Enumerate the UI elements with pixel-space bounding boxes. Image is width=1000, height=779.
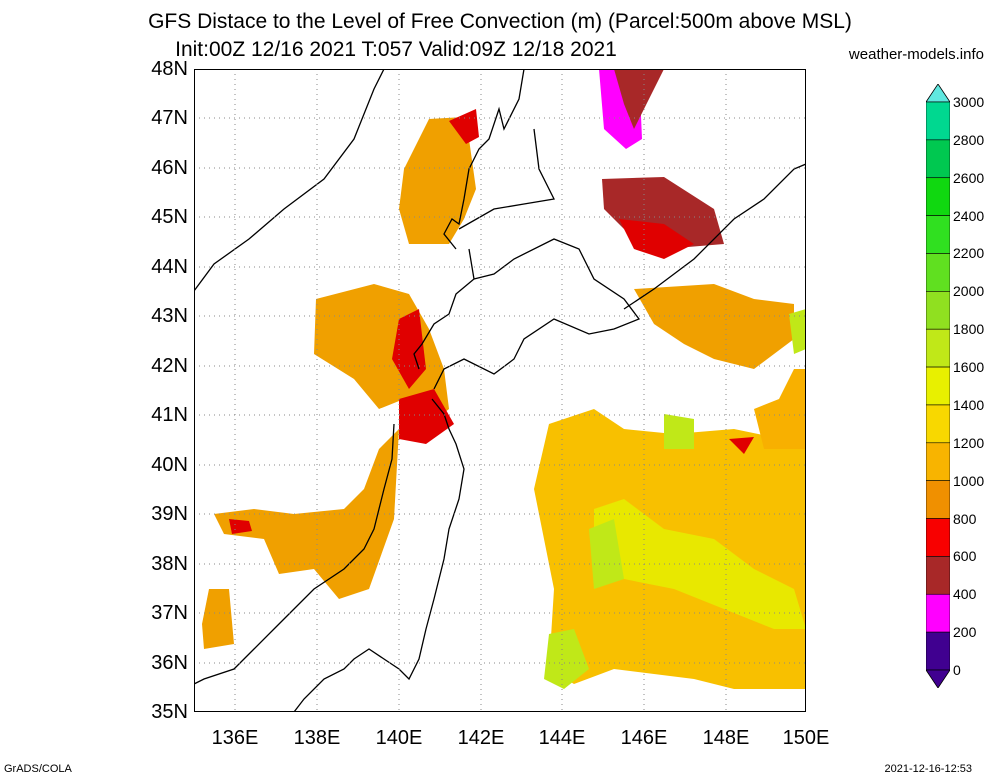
colorbar-label: 2800 — [953, 131, 985, 148]
lat-label: 46N — [151, 157, 188, 179]
colorbar-cell — [926, 215, 950, 254]
map-title-line2: Init:00Z 12/16 2021 T:057 Valid:09Z 12/1… — [175, 38, 617, 61]
lon-label: 144E — [538, 727, 586, 749]
colorbar-bottom-arrow — [926, 669, 950, 688]
footer-right: 2021-12-16-12:53 — [884, 763, 972, 775]
map-title-line1: GFS Distace to the Level of Free Convect… — [148, 10, 852, 33]
colorbar-label: 400 — [953, 586, 977, 603]
colorbar-cell — [926, 404, 950, 444]
colorbar-label: 2600 — [953, 169, 985, 186]
colorbar-cell — [926, 556, 950, 595]
colorbar-cell — [926, 518, 950, 557]
colorbar-cell — [926, 253, 950, 292]
colorbar-label: 600 — [953, 548, 977, 565]
colorbar-label: 2200 — [953, 245, 985, 262]
lon-label: 146E — [620, 727, 668, 749]
colorbar-cell — [926, 631, 950, 671]
lat-label: 42N — [151, 355, 188, 377]
colorbar — [926, 84, 950, 688]
map-panel — [194, 69, 806, 712]
field-shading — [202, 69, 806, 689]
map-frame — [194, 69, 806, 712]
lon-label: 142E — [457, 727, 505, 749]
colorbar-cell — [926, 177, 950, 216]
lat-label: 39N — [151, 503, 188, 525]
colorbar-cell — [926, 291, 950, 330]
colorbar-cell — [926, 593, 950, 633]
lat-label: 45N — [151, 206, 188, 228]
lon-label: 138E — [293, 727, 341, 749]
footer-left: GrADS/COLA — [4, 763, 72, 775]
colorbar-cell — [926, 480, 950, 519]
lat-label: 37N — [151, 602, 188, 624]
lat-label: 43N — [151, 305, 188, 327]
lat-label: 41N — [151, 404, 188, 426]
lat-label: 47N — [151, 107, 188, 129]
lon-label: 148E — [702, 727, 750, 749]
map-canvas — [194, 69, 806, 712]
lat-label: 44N — [151, 256, 188, 278]
lat-label: 35N — [151, 701, 188, 723]
colorbar-label: 0 — [953, 662, 961, 678]
colorbar-cell — [926, 101, 950, 141]
lon-label: 136E — [211, 727, 259, 749]
colorbar-label: 1400 — [953, 396, 985, 413]
lat-label: 38N — [151, 553, 188, 575]
lat-label: 48N — [151, 58, 188, 80]
colorbar-label: 800 — [953, 510, 977, 527]
colorbar-cell — [926, 442, 950, 481]
lat-lon-grid — [194, 69, 806, 712]
colorbar-cell — [926, 366, 950, 406]
colorbar-label: 2400 — [953, 207, 985, 224]
colorbar-label: 3000 — [953, 94, 985, 110]
colorbar-top-arrow — [926, 84, 950, 103]
coastlines — [194, 69, 806, 712]
colorbar-label: 1000 — [953, 472, 985, 489]
colorbar-label: 200 — [953, 624, 977, 641]
colorbar-label: 1200 — [953, 434, 985, 451]
lon-label: 150E — [782, 727, 830, 749]
lat-label: 40N — [151, 454, 188, 476]
colorbar-label: 1800 — [953, 321, 985, 338]
lat-label: 36N — [151, 652, 188, 674]
source-label: weather-models.info — [848, 46, 984, 63]
colorbar-cell — [926, 328, 950, 368]
colorbar-cell — [926, 139, 950, 179]
lon-label: 140E — [375, 727, 423, 749]
colorbar-label: 2000 — [953, 283, 985, 300]
colorbar-label: 1600 — [953, 359, 985, 376]
